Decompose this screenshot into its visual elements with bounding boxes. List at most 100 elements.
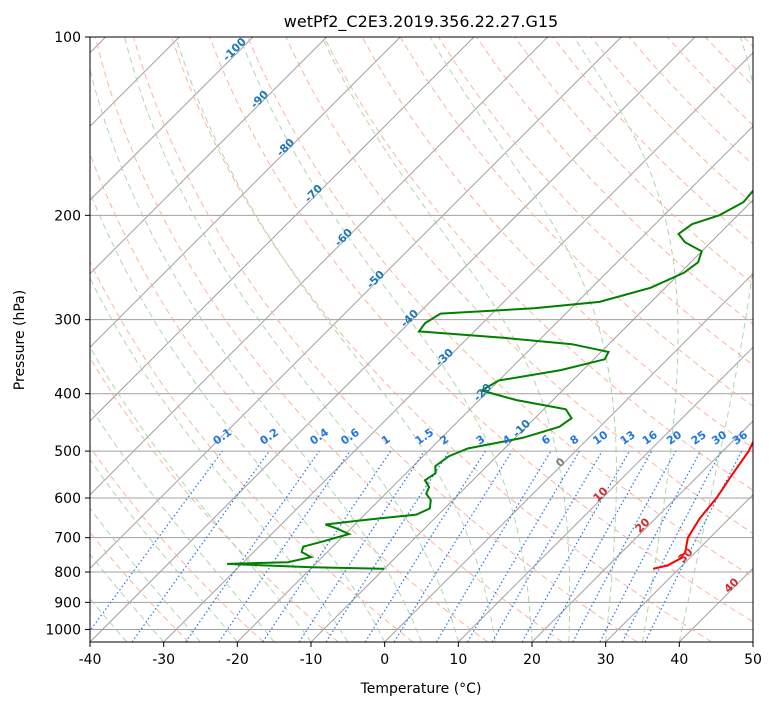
dewpoint-profile-line bbox=[227, 189, 753, 570]
mixing-ratio-label: 36 bbox=[730, 428, 750, 448]
moist-adiabat-line bbox=[175, 37, 496, 642]
mixing-ratio-label: 13 bbox=[618, 428, 638, 447]
dry-adiabat-line bbox=[90, 152, 488, 642]
mixing-ratio-line bbox=[466, 450, 580, 642]
mixing-ratio-label: 1 bbox=[379, 433, 393, 448]
dry-adiabat-line bbox=[476, 37, 753, 325]
isotherm-line bbox=[310, 199, 753, 642]
mixing-ratio-line bbox=[521, 450, 631, 642]
y-tick-label: 700 bbox=[54, 531, 81, 547]
moist-adiabat-line bbox=[90, 346, 312, 642]
dry-adiabat-line bbox=[743, 37, 753, 48]
y-tick-label: 600 bbox=[54, 491, 81, 507]
chart-title: wetPf2_C2E3.2019.356.22.27.G15 bbox=[284, 12, 558, 32]
moist-adiabat-line bbox=[90, 190, 386, 642]
dry-adiabat-line bbox=[171, 37, 712, 642]
x-tick-label: 50 bbox=[744, 652, 762, 668]
y-tick-label: 900 bbox=[54, 595, 81, 611]
x-tick-label: -40 bbox=[79, 652, 102, 668]
x-tick-label: -30 bbox=[152, 652, 175, 668]
moist-adiabat-line bbox=[90, 277, 349, 642]
dry-adiabat-line bbox=[209, 37, 753, 623]
mixing-ratio-label: 16 bbox=[640, 428, 660, 448]
dry-adiabat-label: 0 bbox=[553, 455, 568, 470]
dry-adiabat-label: -80 bbox=[274, 136, 297, 159]
dry-adiabat-label: -50 bbox=[364, 268, 387, 291]
moist-adiabat-line bbox=[678, 37, 753, 642]
x-tick-label: 20 bbox=[523, 652, 541, 668]
dry-adiabat-line bbox=[90, 531, 190, 642]
moist-adiabat-line bbox=[90, 597, 128, 642]
moist-adiabat-line bbox=[321, 37, 571, 642]
isotherm-line bbox=[678, 567, 753, 642]
isotherm-line bbox=[90, 37, 475, 422]
background-grid bbox=[90, 37, 753, 642]
mixing-ratio-line bbox=[393, 450, 513, 642]
mixing-ratio-line bbox=[572, 450, 677, 642]
mixing-ratio-line bbox=[435, 450, 552, 642]
mixing-ratio-line bbox=[185, 450, 320, 642]
isotherm-line bbox=[605, 493, 753, 642]
x-tick-label: 0 bbox=[380, 652, 389, 668]
isotherm-line bbox=[752, 641, 753, 642]
x-tick-label: 30 bbox=[597, 652, 615, 668]
y-axis-title: Pressure (hPa) bbox=[12, 290, 28, 390]
dry-adiabat-line bbox=[552, 37, 753, 245]
x-tick-label: -20 bbox=[226, 652, 249, 668]
dry-adiabat-line bbox=[285, 37, 753, 535]
mixing-ratio-line bbox=[90, 450, 223, 632]
mixing-ratio-line bbox=[262, 450, 392, 642]
dry-adiabat-line bbox=[247, 37, 753, 578]
y-tick-label: 300 bbox=[54, 313, 81, 329]
dry-adiabat-label: 30 bbox=[676, 545, 696, 565]
moist-adiabat-line bbox=[90, 507, 201, 642]
dry-adiabat-line bbox=[90, 446, 264, 642]
dry-adiabat-label: 10 bbox=[591, 484, 611, 504]
moist-adiabat-line bbox=[124, 37, 459, 642]
moist-adiabat-line bbox=[429, 37, 617, 642]
isotherm-line bbox=[457, 346, 753, 642]
y-tick-label: 100 bbox=[54, 30, 81, 46]
mixing-ratio-label: 2 bbox=[438, 433, 452, 448]
x-tick-label: -10 bbox=[300, 652, 323, 668]
isotherm-line bbox=[90, 37, 328, 275]
isotherm-line bbox=[90, 37, 254, 201]
mixing-ratio-line bbox=[131, 450, 270, 642]
y-tick-label: 500 bbox=[54, 444, 81, 460]
moist-adiabat-line bbox=[90, 553, 165, 642]
dry-adiabat-line bbox=[323, 37, 753, 491]
dry-adiabat-line bbox=[132, 37, 638, 642]
mixing-ratio-label: 1.5 bbox=[413, 426, 436, 448]
isotherm-line bbox=[90, 37, 401, 349]
moist-adiabat-line bbox=[90, 405, 275, 642]
dry-adiabat-line bbox=[437, 37, 753, 366]
dry-adiabat-label: -60 bbox=[332, 226, 355, 249]
dry-adiabat-line bbox=[514, 37, 753, 285]
x-tick-label: 10 bbox=[449, 652, 467, 668]
mixing-ratio-line bbox=[298, 450, 425, 642]
reference-labels: 0.1 0.2 0.4 0.6 1 1.5 2 3 4 6 8 10 13 16 20 25 30 36-100-… bbox=[211, 35, 751, 596]
mixing-ratio-line bbox=[545, 450, 653, 642]
dry-adiabat-label: -100 bbox=[220, 35, 249, 64]
dry-adiabat-label: -70 bbox=[302, 182, 325, 205]
dry-adiabat-line bbox=[704, 37, 753, 87]
isotherm-line bbox=[531, 420, 753, 642]
dry-adiabat-label: -30 bbox=[433, 346, 456, 369]
x-axis-title: Temperature (°C) bbox=[360, 681, 482, 697]
y-axis: 1000 900 800 700 600 500 400 300 200 100 bbox=[45, 30, 90, 638]
dry-adiabat-label: 20 bbox=[633, 515, 653, 535]
moist-adiabat-line bbox=[573, 37, 679, 642]
moist-adiabat-line bbox=[239, 37, 533, 642]
reference-lines bbox=[90, 37, 753, 642]
y-tick-label: 400 bbox=[54, 387, 81, 403]
x-axis: -40 -30 -20 -10 0 10 20 30 40 50 bbox=[79, 642, 762, 668]
moist-adiabat-line bbox=[90, 458, 238, 642]
mixing-ratio-line bbox=[218, 450, 351, 642]
mixing-ratio-label: 25 bbox=[689, 428, 709, 447]
mixing-ratio-label: 30 bbox=[709, 428, 729, 448]
x-tick-label: 40 bbox=[670, 652, 688, 668]
temperature-profile-line bbox=[652, 439, 753, 570]
mixing-ratio-label: 10 bbox=[590, 428, 610, 448]
isotherm-line bbox=[236, 125, 753, 642]
